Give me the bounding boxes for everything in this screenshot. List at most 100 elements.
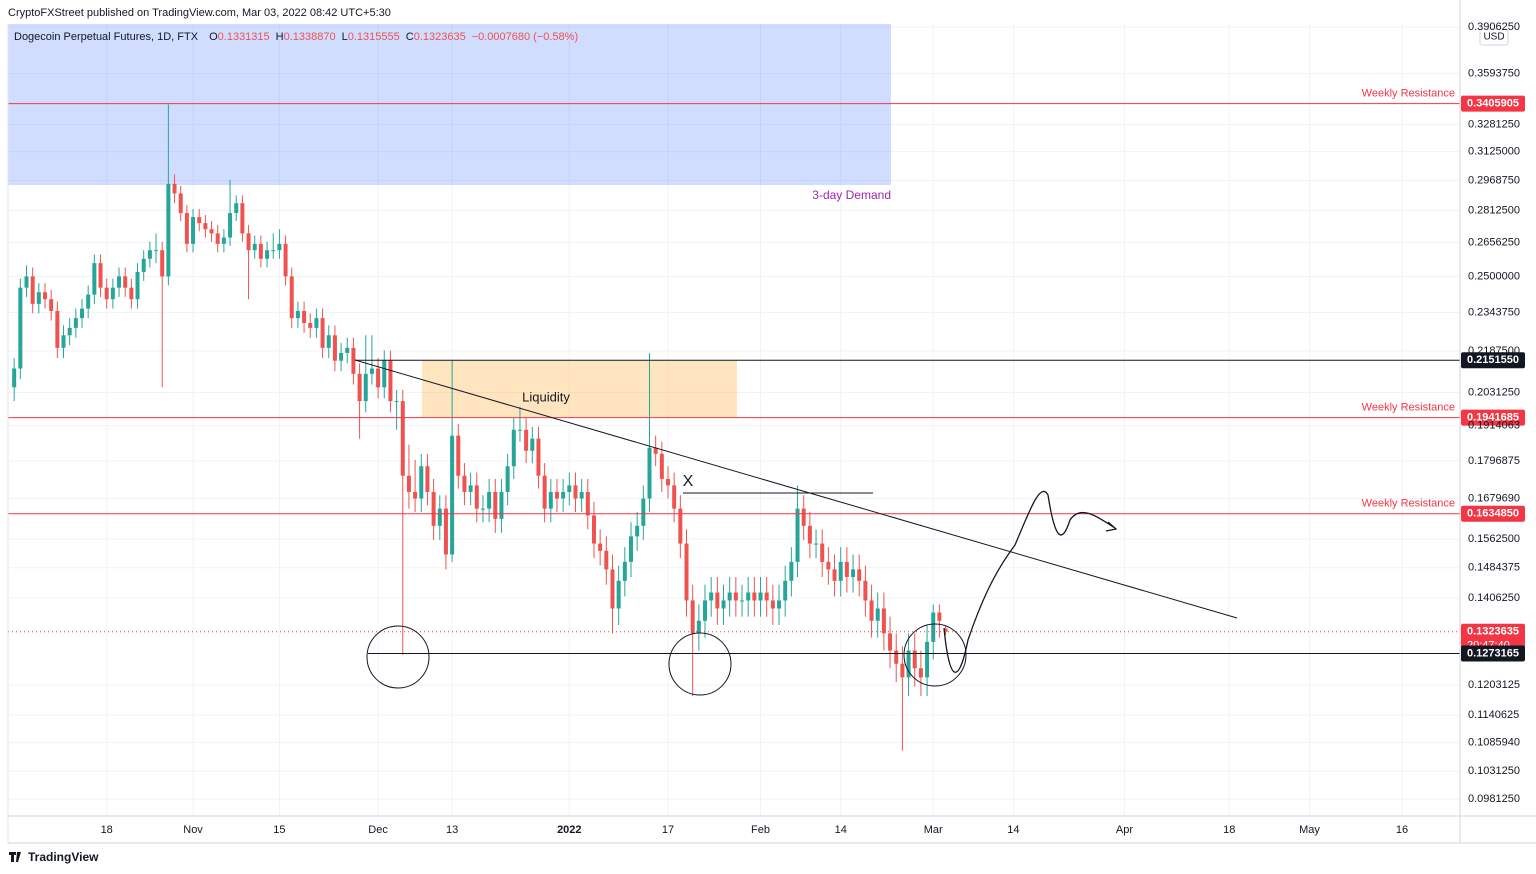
candle-body [548, 491, 553, 509]
y-tick-label: 0.3593750 [1468, 67, 1520, 79]
candle-body [314, 318, 319, 328]
candle-body [906, 650, 911, 678]
candle-body [36, 292, 41, 304]
candle-body [302, 310, 307, 323]
candle-body [456, 435, 461, 476]
circle [366, 625, 430, 689]
candle-body [709, 592, 714, 601]
candle-body [203, 223, 208, 230]
price-label: 0.1941685 [1467, 412, 1519, 424]
x-mark: X [683, 473, 694, 490]
candle-body [43, 292, 48, 300]
x-tick-label: May [1299, 824, 1320, 836]
y-tick-label: 0.2968750 [1468, 174, 1520, 186]
candle-body [881, 608, 886, 634]
x-tick-label: 13 [446, 824, 458, 836]
grid [8, 24, 1460, 816]
y-tick-label: 0.2812500 [1468, 204, 1520, 216]
x-tick-label: 14 [1007, 824, 1019, 836]
x-tick-label: Dec [368, 824, 388, 836]
candle-body [789, 561, 794, 581]
candle-body [191, 217, 196, 244]
candle-body [536, 438, 541, 476]
candle-body [345, 347, 350, 353]
candle-body [431, 491, 436, 526]
candle-body [320, 318, 325, 348]
candle-body [92, 263, 97, 295]
candle-body [598, 543, 603, 551]
y-tick-label: 0.1203125 [1468, 679, 1520, 691]
candle-body [308, 322, 313, 328]
candle-body [400, 401, 405, 476]
y-tick-label: 0.1796875 [1468, 455, 1520, 467]
candle-body [505, 466, 510, 492]
candle-body [184, 213, 189, 244]
candle-body [351, 347, 356, 374]
candle-body [943, 628, 948, 632]
forecast-path [943, 490, 1118, 673]
candle-body [579, 491, 584, 499]
candle-body [110, 287, 115, 300]
x-tick-label: 17 [662, 824, 674, 836]
price-label: 0.1323635 [1467, 626, 1519, 638]
candle-body [573, 485, 578, 499]
candle-body [443, 508, 448, 555]
y-tick-label: 0.1406250 [1468, 592, 1520, 604]
candle-body [209, 229, 214, 234]
candle-body [517, 429, 522, 431]
candle-body [86, 294, 91, 309]
candle-body [49, 299, 54, 311]
ohlc-key: H [275, 31, 284, 43]
price-label-box [1461, 505, 1525, 522]
y-tick-label: 0.2500000 [1468, 270, 1520, 282]
candle-body [795, 508, 800, 562]
candle-body [770, 600, 775, 609]
candle-body [684, 543, 689, 601]
level-name: Weekly Resistance [1362, 498, 1455, 510]
candle-body [67, 327, 72, 336]
y-tick-label: 0.1484375 [1468, 562, 1520, 574]
ohlc-value: 0.1338870 [283, 31, 336, 43]
y-tick-label: 0.2343750 [1468, 306, 1520, 318]
change: −0.0007680 (−0.58%) [471, 31, 579, 43]
candle-body [228, 213, 233, 238]
ohlc-value: 0.1331315 [217, 31, 270, 43]
candle-body [733, 592, 738, 601]
candle-body [931, 612, 936, 642]
candle-body [215, 233, 220, 244]
candle-body [628, 536, 633, 562]
candle-body [80, 308, 85, 319]
candle-body [123, 276, 128, 288]
candle-body [234, 203, 239, 214]
x-tick-label: Nov [183, 824, 203, 836]
candle-body [622, 561, 627, 581]
candle-body [221, 237, 226, 244]
candle-body [653, 447, 658, 454]
liquidity-label: Liquidity [522, 389, 570, 404]
candle-body [493, 491, 498, 519]
candle-body [746, 592, 751, 601]
candle-body [530, 438, 535, 451]
candle-body [487, 491, 492, 509]
candle-body [832, 569, 837, 581]
symbol: Dogecoin Perpetual Futures, 1D, FTX [14, 31, 199, 43]
candle-body [289, 276, 294, 319]
candle-body [419, 466, 424, 499]
demand-label: 3-day Demand [812, 188, 891, 202]
candle-body [73, 318, 78, 328]
candle-body [271, 250, 276, 252]
candle-body [604, 550, 609, 570]
candle-body [129, 287, 134, 300]
candle-body [752, 592, 757, 601]
candle-body [511, 429, 516, 467]
candle-body [869, 600, 874, 621]
ohlc-key: L [341, 31, 348, 43]
candle-body [777, 600, 782, 609]
candle-body [61, 335, 66, 348]
circle [668, 632, 732, 696]
levels: 0.3405905 Weekly Resistance 0.2151550 0.194… [8, 87, 1525, 662]
candle-body [758, 592, 763, 601]
candle-body [635, 525, 640, 537]
